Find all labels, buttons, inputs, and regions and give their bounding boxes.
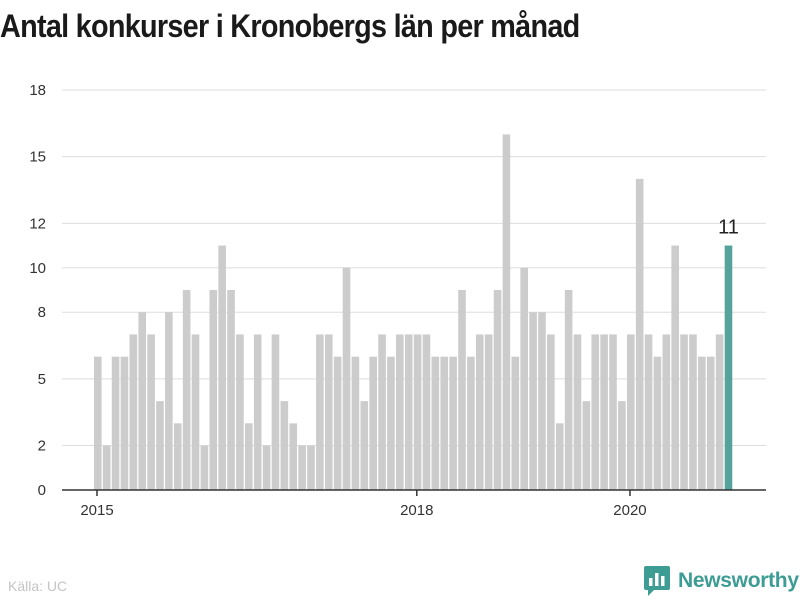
bar [262, 445, 271, 490]
bar [413, 334, 422, 490]
bar [218, 245, 226, 490]
bar [351, 356, 360, 490]
bar [422, 334, 431, 490]
bar [378, 334, 386, 490]
bar [555, 423, 564, 490]
y-axis-ticks: 0 2 5 8 10 12 15 18 [29, 82, 46, 499]
bar-chart-logo-icon [644, 566, 670, 596]
bar [582, 401, 591, 490]
x-tick-label: 2015 [80, 502, 113, 519]
y-tick-label: 15 [29, 149, 46, 166]
bar [404, 334, 413, 490]
bar [165, 312, 173, 490]
bar [191, 334, 200, 490]
bar [342, 267, 351, 490]
bar [94, 356, 102, 490]
bar [396, 334, 404, 490]
y-tick-label: 18 [29, 82, 46, 99]
bar [280, 401, 289, 490]
bar [369, 356, 377, 490]
y-tick-label: 0 [38, 482, 46, 499]
x-tick-label: 2018 [400, 502, 433, 519]
source-note: Källa: UC [8, 578, 68, 594]
bar [173, 423, 182, 490]
bar [316, 334, 324, 490]
bar [182, 290, 191, 490]
brand-logo[interactable]: Newsworthy [644, 566, 799, 596]
y-tick-label: 2 [38, 438, 46, 455]
bar [475, 334, 484, 490]
bar [102, 445, 111, 490]
y-tick-label: 10 [29, 260, 46, 277]
bar [662, 334, 671, 490]
bar [307, 445, 315, 490]
bar [289, 423, 298, 490]
bar [689, 334, 697, 490]
bar [626, 334, 635, 490]
bar [653, 356, 662, 490]
brand-name: Newsworthy [678, 569, 799, 592]
chart-title: Antal konkurser i Kronobergs län per mån… [0, 8, 580, 44]
y-tick-label: 5 [38, 371, 46, 388]
bar [467, 356, 475, 490]
bar [502, 134, 511, 490]
bar [484, 334, 493, 490]
bar-chart: 0 2 5 8 10 12 15 18 2015 2018 2020 11 [29, 82, 766, 519]
bar [253, 334, 262, 490]
bar [431, 356, 440, 490]
bar [387, 356, 395, 490]
bar [600, 334, 608, 490]
bar [609, 334, 617, 490]
annotations: 11 [718, 217, 739, 239]
bar [520, 267, 528, 490]
bar [120, 356, 129, 490]
bar [538, 312, 546, 490]
bar [706, 356, 715, 490]
bar [227, 290, 235, 490]
bar [129, 334, 138, 490]
bar [200, 445, 209, 490]
bar [511, 356, 520, 490]
bar [138, 312, 147, 490]
bar [547, 334, 555, 490]
bar [635, 178, 644, 490]
bar [147, 334, 155, 490]
bar [618, 401, 626, 490]
highlight-value-label: 11 [718, 217, 739, 239]
bar [440, 356, 449, 490]
bar-highlight [724, 245, 733, 490]
bar [449, 356, 457, 490]
bar [644, 334, 653, 490]
x-axis: 2015 2018 2020 [62, 489, 766, 519]
bar [236, 334, 244, 490]
bar [680, 334, 688, 490]
bar [564, 290, 573, 490]
bar [360, 401, 369, 490]
y-tick-label: 12 [29, 215, 46, 232]
bar [698, 356, 706, 490]
bar [156, 401, 164, 490]
bar [458, 290, 466, 490]
bar [111, 356, 120, 490]
bars [94, 134, 733, 490]
bar [245, 423, 253, 490]
bar [324, 334, 333, 490]
bar [715, 334, 724, 490]
bar [529, 312, 537, 490]
bar [671, 245, 679, 490]
bar [573, 334, 582, 490]
x-tick-label: 2020 [613, 502, 646, 519]
bar [271, 334, 280, 490]
bar [209, 290, 218, 490]
bar [298, 445, 306, 490]
bar [591, 334, 600, 490]
y-tick-label: 8 [38, 304, 46, 321]
bar [493, 290, 502, 490]
bar [333, 356, 342, 490]
